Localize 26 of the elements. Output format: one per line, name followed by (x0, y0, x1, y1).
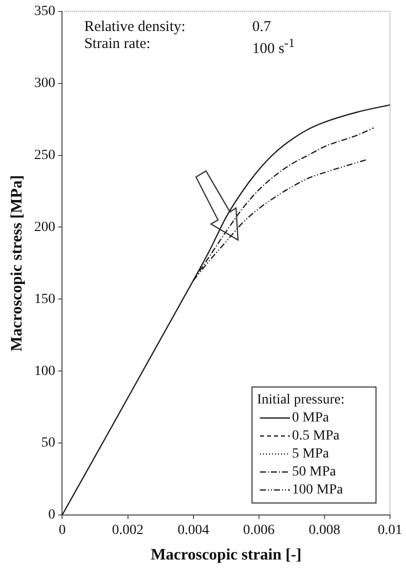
y-axis-title: Macroscopic stress [MPa] (8, 175, 26, 352)
annotation: 100 s$^{-1}$ (252, 36, 295, 58)
x-tick-label: 0.01 (378, 523, 402, 538)
y-tick-label: 0 (48, 508, 56, 523)
annotation: Relative density: (84, 19, 186, 36)
x-axis-title: Macroscopic strain [-] (150, 546, 302, 564)
x-tick-label: 0.006 (243, 523, 275, 538)
x-tick-label: 0.002 (112, 523, 144, 538)
y-tick-label: 250 (34, 148, 56, 163)
x-tick-label: 0.004 (178, 523, 210, 538)
x-tick-label: 0 (58, 523, 66, 538)
legend-label: 0 MPa (292, 410, 330, 426)
annotation: Strain rate: (84, 36, 150, 54)
y-tick-label: 50 (41, 436, 56, 451)
legend-title: Initial pressure: (257, 392, 344, 408)
legend-label: 5 MPa (292, 446, 330, 462)
y-tick-label: 100 (34, 364, 56, 379)
y-tick-label: 150 (34, 292, 56, 307)
y-tick-label: 350 (34, 4, 56, 20)
legend-label: 50 MPa (292, 464, 337, 480)
annotation: 0.7 (252, 19, 271, 36)
legend-label: 100 MPa (292, 482, 344, 498)
legend-label: 0.5 MPa (292, 428, 340, 444)
y-tick-label: 200 (34, 220, 56, 235)
x-tick-label: 0.008 (308, 523, 340, 538)
y-tick-label: 300 (34, 76, 56, 92)
